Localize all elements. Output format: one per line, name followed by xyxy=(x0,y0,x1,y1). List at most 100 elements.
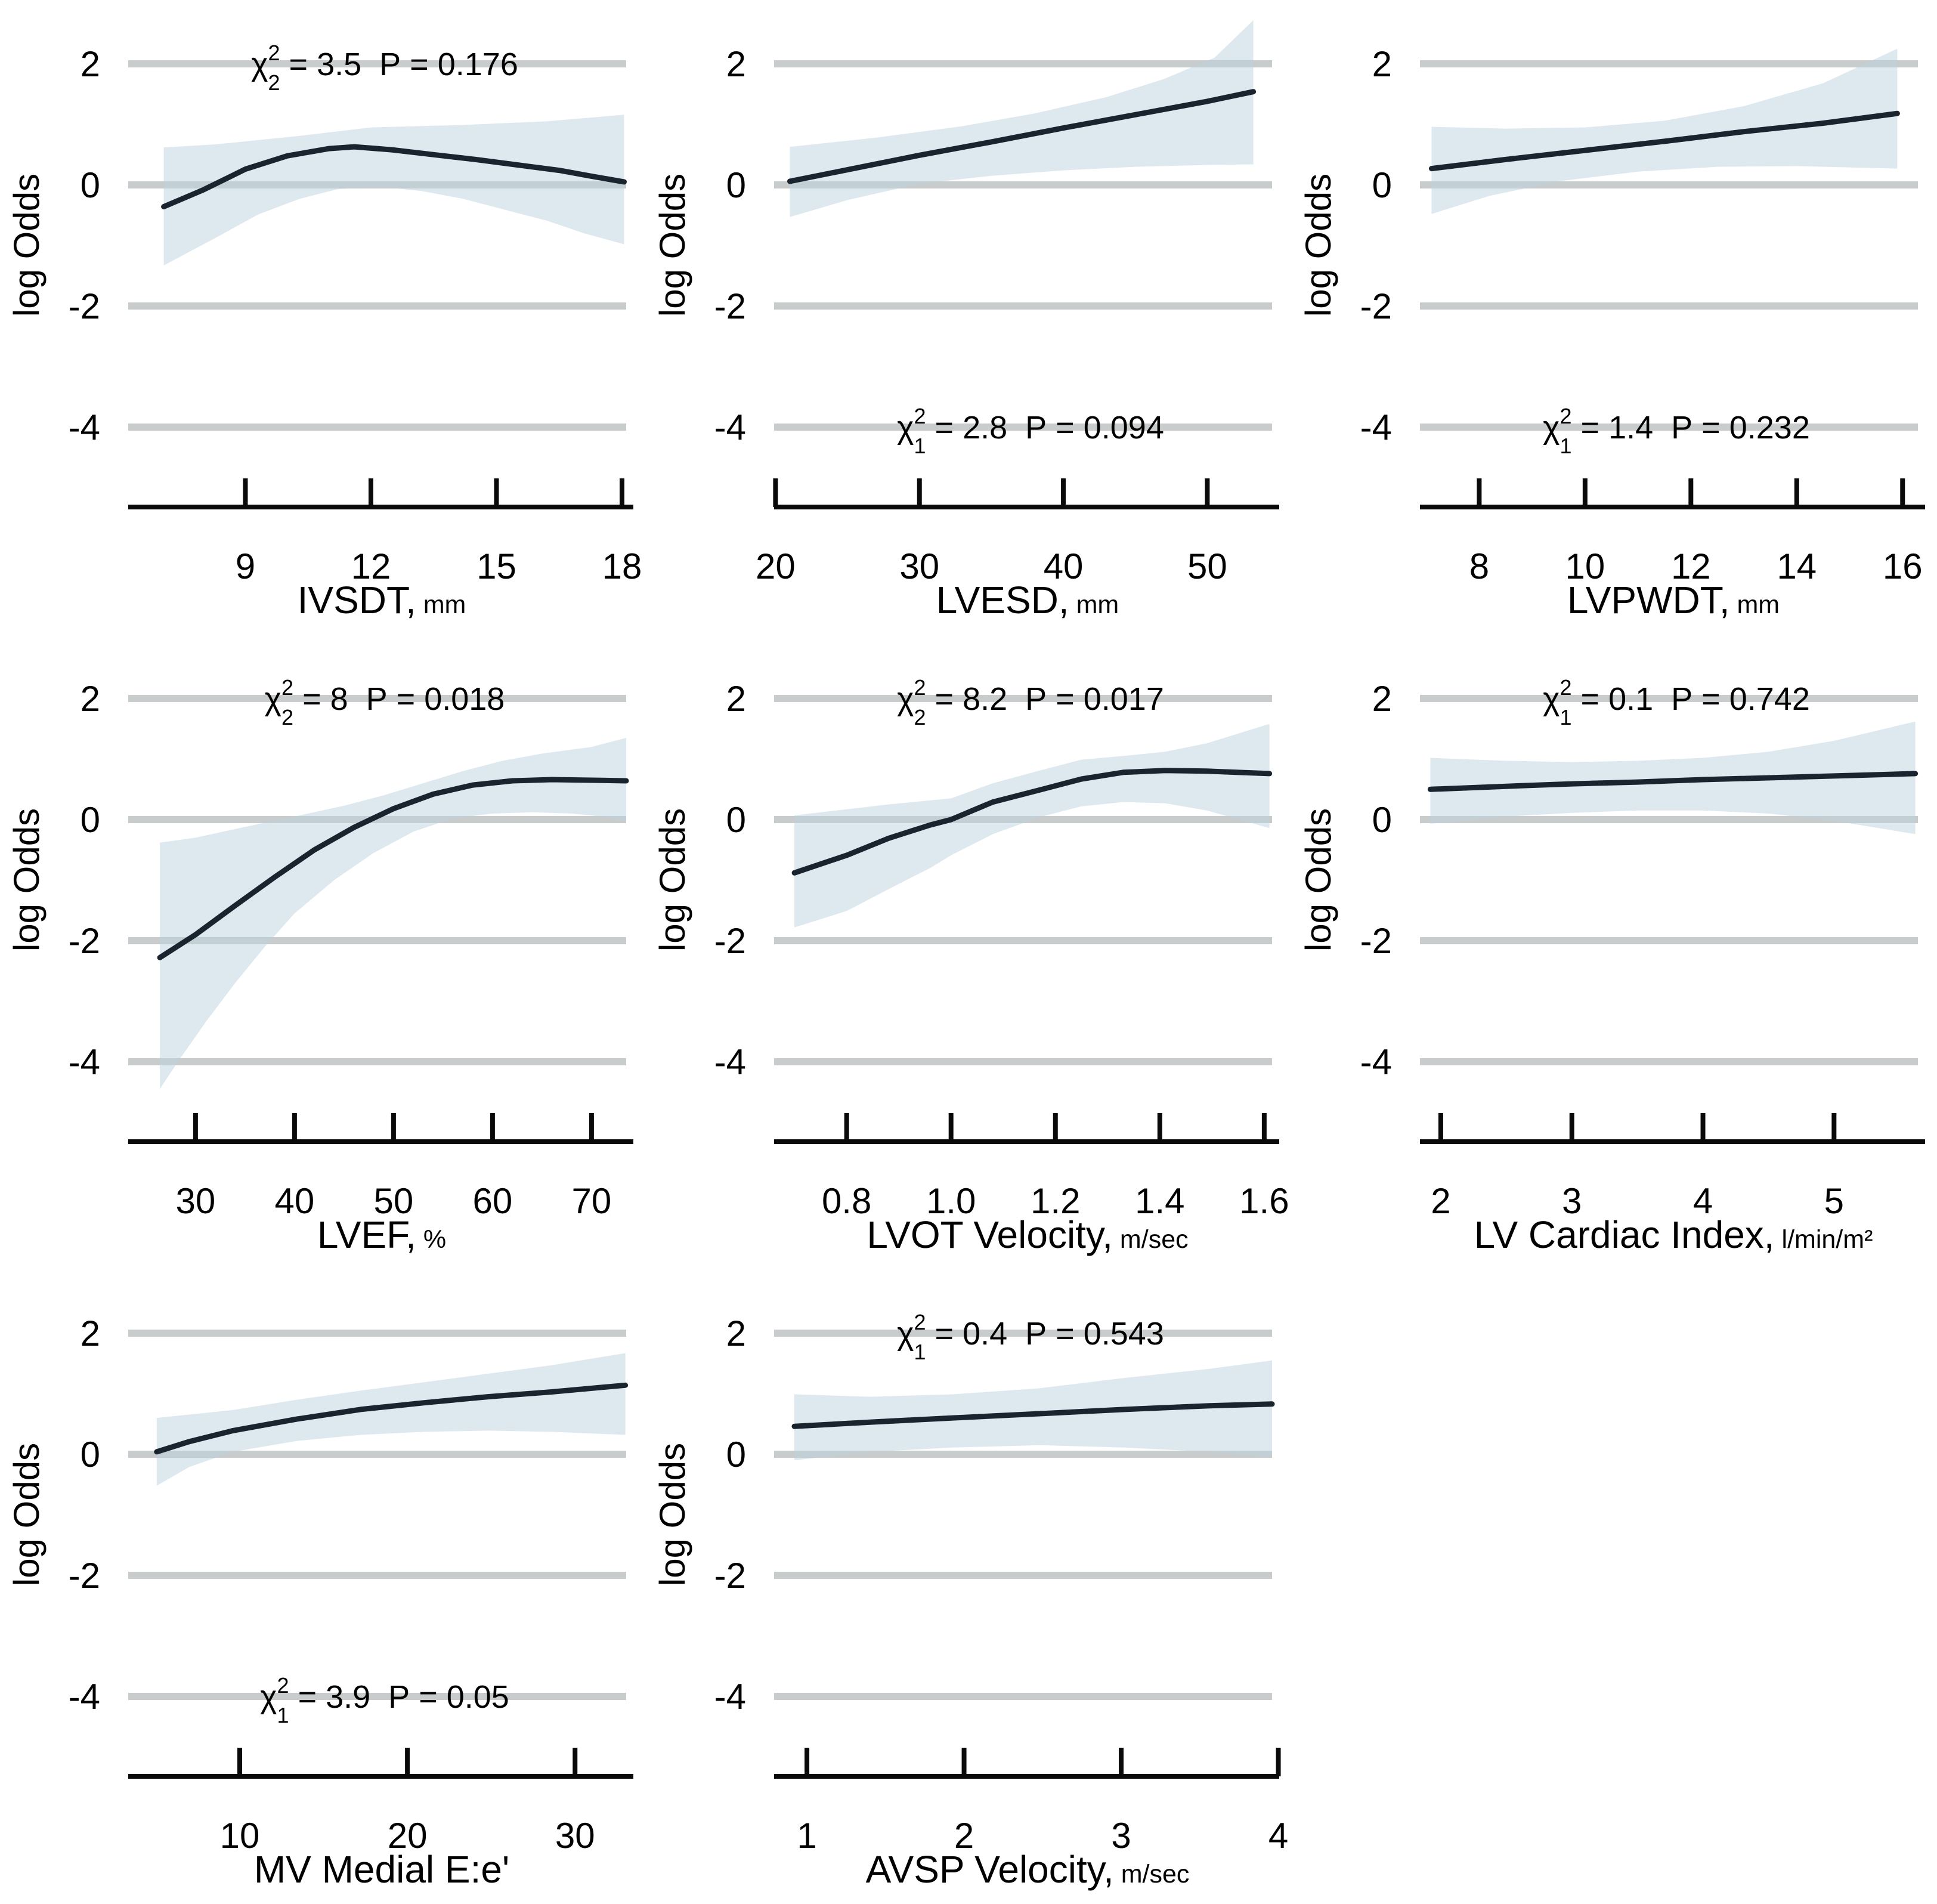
y-tick-label: 2 xyxy=(726,44,746,84)
stat-annotation: χ2 2 = 3.5 P = 0.176 xyxy=(251,41,518,95)
x-tick-label: 8 xyxy=(1469,546,1489,586)
x-tick-label: 40 xyxy=(275,1181,315,1221)
x-tick-label: 10 xyxy=(1565,546,1605,586)
x-axis-title: AVSP Velocity, m/sec xyxy=(866,1848,1190,1891)
panel-lvpwdt: 2 0 -2 -4 log Odds 8 10 12 14 16 LVPWDT, mm χ2 1 = 1… xyxy=(1298,44,1925,622)
x-axis-title: LV Cardiac Index, l/min/m² xyxy=(1474,1213,1873,1256)
y-axis-title: log Odds xyxy=(652,808,692,951)
x-axis-title: MV Medial E:e' xyxy=(254,1848,509,1891)
x-tick-label: 30 xyxy=(176,1181,216,1221)
x-axis-title: LVOT Velocity, m/sec xyxy=(867,1213,1188,1256)
x-tick-label: 18 xyxy=(602,546,642,586)
panel-lvef: 2 0 -2 -4 log Odds 30 40 50 60 70 LVEF, % χ2 2 = 8 P… xyxy=(7,675,633,1256)
y-axis-title: log Odds xyxy=(1298,174,1338,317)
x-tick-label: 4 xyxy=(1268,1816,1288,1856)
panel-ivsdt: 2 0 -2 -4 log Odds 9 12 15 18 IVSDT, mm χ2 2 = 3.5 … xyxy=(7,41,642,622)
fit-line xyxy=(154,1382,629,1455)
stat-annotation: χ2 1 = 1.4 P = 0.232 xyxy=(1543,404,1810,458)
confidence-band xyxy=(794,724,1270,928)
y-tick-label: 0 xyxy=(81,165,100,205)
y-tick-label: 0 xyxy=(1372,165,1392,205)
y-axis-title: log Odds xyxy=(652,174,692,317)
y-axis-title: log Odds xyxy=(652,1443,692,1586)
panel-lvot-velocity: 2 0 -2 -4 log Odds 0.8 1.0 1.2 1.4 1.6 LVOT Veloci… xyxy=(652,675,1289,1256)
y-tick-label: 2 xyxy=(81,1313,100,1353)
stat-annotation: χ2 1 = 0.4 P = 0.543 xyxy=(897,1310,1164,1364)
stat-annotation: χ2 1 = 2.8 P = 0.094 xyxy=(897,404,1164,458)
y-tick-label: -2 xyxy=(69,286,100,326)
x-tick-label: 12 xyxy=(351,546,391,586)
x-axis-title: LVPWDT, mm xyxy=(1567,579,1780,622)
y-tick-label: -4 xyxy=(69,1677,100,1717)
fit-line xyxy=(791,768,1273,876)
y-tick-label: 2 xyxy=(726,679,746,719)
fit-line xyxy=(787,89,1257,184)
x-tick-label: 50 xyxy=(374,1181,414,1221)
confidence-band xyxy=(1430,721,1916,834)
y-tick-label: 2 xyxy=(1372,679,1392,719)
fit-line xyxy=(1427,771,1919,792)
fit-line xyxy=(161,144,627,209)
x-tick-label: 1 xyxy=(797,1816,816,1856)
x-tick-label: 30 xyxy=(555,1816,595,1856)
x-tick-label: 14 xyxy=(1777,546,1817,586)
x-tick-label: 12 xyxy=(1671,546,1711,586)
y-tick-label: -4 xyxy=(714,407,746,447)
x-tick-label: 1.4 xyxy=(1135,1181,1184,1221)
y-tick-label: 2 xyxy=(726,1313,746,1353)
panel-avsp-velocity: 2 0 -2 -4 log Odds 1 2 3 4 AVSP Velocity, m/sec χ2… xyxy=(652,1310,1288,1891)
y-axis-title: log Odds xyxy=(7,808,47,951)
x-tick-label: 2 xyxy=(1431,1181,1450,1221)
fit-line xyxy=(157,777,629,960)
y-axis-title: log Odds xyxy=(7,1443,47,1586)
y-tick-label: -4 xyxy=(1360,407,1392,447)
y-tick-label: 0 xyxy=(81,800,100,840)
y-tick-label: -4 xyxy=(1360,1042,1392,1082)
y-tick-label: -2 xyxy=(1360,921,1392,961)
x-tick-label: 20 xyxy=(756,546,796,586)
x-axis-title: IVSDT, mm xyxy=(298,579,466,622)
y-tick-label: 0 xyxy=(726,800,746,840)
stat-annotation: χ2 1 = 0.1 P = 0.742 xyxy=(1543,675,1810,730)
y-tick-label: 0 xyxy=(726,165,746,205)
x-tick-label: 1.0 xyxy=(926,1181,976,1221)
stat-annotation: χ2 2 = 8.2 P = 0.017 xyxy=(897,675,1164,730)
y-tick-label: 0 xyxy=(81,1435,100,1475)
y-tick-label: -2 xyxy=(69,1556,100,1596)
x-tick-label: 4 xyxy=(1693,1181,1713,1221)
y-tick-label: 2 xyxy=(81,44,100,84)
y-axis-title: log Odds xyxy=(7,174,47,317)
y-tick-label: -4 xyxy=(69,1042,100,1082)
x-tick-label: 30 xyxy=(899,546,939,586)
y-tick-label: 2 xyxy=(81,679,100,719)
x-tick-label: 1.6 xyxy=(1239,1181,1289,1221)
x-axis-title: LVEF, % xyxy=(317,1213,446,1256)
x-tick-label: 3 xyxy=(1562,1181,1582,1221)
confidence-band xyxy=(163,115,624,265)
x-tick-label: 0.8 xyxy=(822,1181,871,1221)
fit-line xyxy=(791,1401,1275,1429)
x-tick-label: 2 xyxy=(954,1816,974,1856)
x-tick-label: 40 xyxy=(1044,546,1084,586)
x-tick-label: 20 xyxy=(388,1816,428,1856)
y-tick-label: -2 xyxy=(69,921,100,961)
x-tick-label: 50 xyxy=(1187,546,1227,586)
x-tick-label: 5 xyxy=(1824,1181,1844,1221)
stat-annotation: χ2 1 = 3.9 P = 0.05 xyxy=(260,1673,509,1727)
stat-annotation: χ2 2 = 8 P = 0.018 xyxy=(265,675,505,730)
y-tick-label: -2 xyxy=(714,286,746,326)
x-tick-label: 9 xyxy=(236,546,255,586)
panel-lv-cardiac-index: 2 0 -2 -4 log Odds 2 3 4 5LV Cardiac Index, l/mi… xyxy=(1298,675,1925,1256)
y-tick-label: -2 xyxy=(1360,286,1392,326)
confidence-band xyxy=(1431,48,1898,214)
y-tick-label: 0 xyxy=(1372,800,1392,840)
x-tick-label: 3 xyxy=(1111,1816,1131,1856)
y-tick-label: -2 xyxy=(714,1556,746,1596)
confidence-band xyxy=(790,20,1254,217)
y-tick-label: 2 xyxy=(1372,44,1392,84)
y-tick-label: -4 xyxy=(714,1042,746,1082)
y-tick-label: -4 xyxy=(69,407,100,447)
